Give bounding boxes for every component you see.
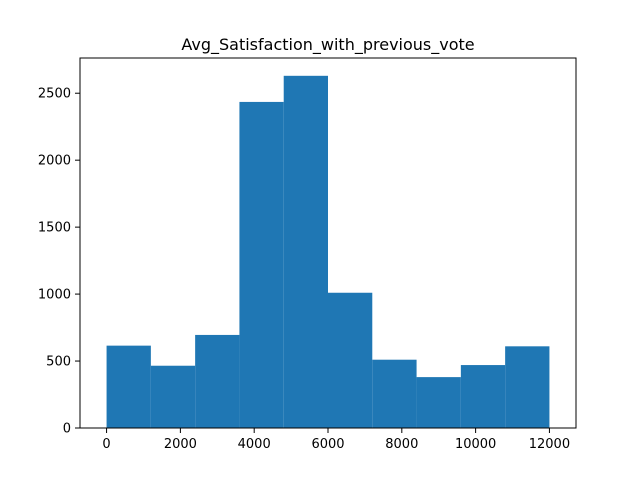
- x-tick-label: 8000: [385, 437, 418, 452]
- y-tick-label: 500: [46, 355, 71, 370]
- histogram-bar-5: [328, 292, 373, 428]
- y-tick-label: 0: [63, 422, 71, 437]
- histogram-bar-4: [283, 75, 328, 428]
- histogram-bar-8: [460, 365, 506, 428]
- chart-title: Avg_Satisfaction_with_previous_vote: [181, 35, 474, 55]
- histogram-bar-7: [416, 377, 461, 428]
- y-axis: 0 500 1000 1500 2000 2500: [38, 87, 80, 437]
- x-tick-label: 12000: [529, 437, 570, 452]
- x-tick-label: 10000: [455, 437, 496, 452]
- y-tick-label: 2500: [38, 87, 71, 102]
- histogram-bar-2: [195, 334, 240, 428]
- histogram-bar-6: [372, 359, 417, 428]
- x-tick-label: 2000: [164, 437, 197, 452]
- histogram-bar-0: [106, 345, 151, 428]
- histogram-bar-1: [150, 365, 196, 428]
- y-tick-label: 1500: [38, 221, 71, 236]
- x-tick-label: 4000: [238, 437, 271, 452]
- x-tick-label: 6000: [311, 437, 344, 452]
- bars-group: [106, 75, 550, 428]
- x-axis: 0 2000 4000 6000 8000 10000 12000: [102, 428, 570, 452]
- y-tick-label: 2000: [38, 154, 71, 169]
- x-tick-label: 0: [102, 437, 110, 452]
- histogram-bar-3: [239, 101, 284, 428]
- y-tick-label: 1000: [38, 288, 71, 303]
- histogram-bar-9: [505, 346, 550, 428]
